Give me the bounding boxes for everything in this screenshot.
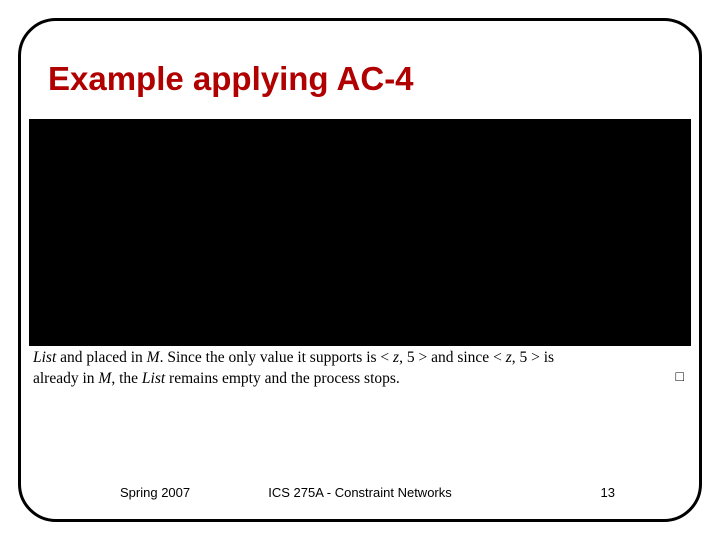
- body-seg-1: and placed in: [56, 349, 146, 366]
- body-seg-2: . Since the only value it supports is <: [160, 349, 393, 366]
- M-word-2: M: [98, 370, 111, 387]
- content-blackbox: [29, 119, 691, 346]
- list-word-2: List: [142, 370, 165, 387]
- body-seg-6: , the: [111, 370, 142, 387]
- body-seg-7: remains empty and the process stops.: [165, 370, 400, 387]
- slide-title: Example applying AC-4: [48, 60, 414, 98]
- M-word-1: M: [147, 349, 160, 366]
- body-seg-3: , 5 > and since <: [399, 349, 506, 366]
- proof-endmark: □: [676, 370, 684, 386]
- body-text: List and placed in M. Since the only val…: [33, 348, 687, 390]
- body-seg-4: , 5 > is: [512, 349, 554, 366]
- list-word: List: [33, 349, 56, 366]
- footer-page-number: 13: [601, 485, 615, 500]
- body-seg-5: already in: [33, 370, 98, 387]
